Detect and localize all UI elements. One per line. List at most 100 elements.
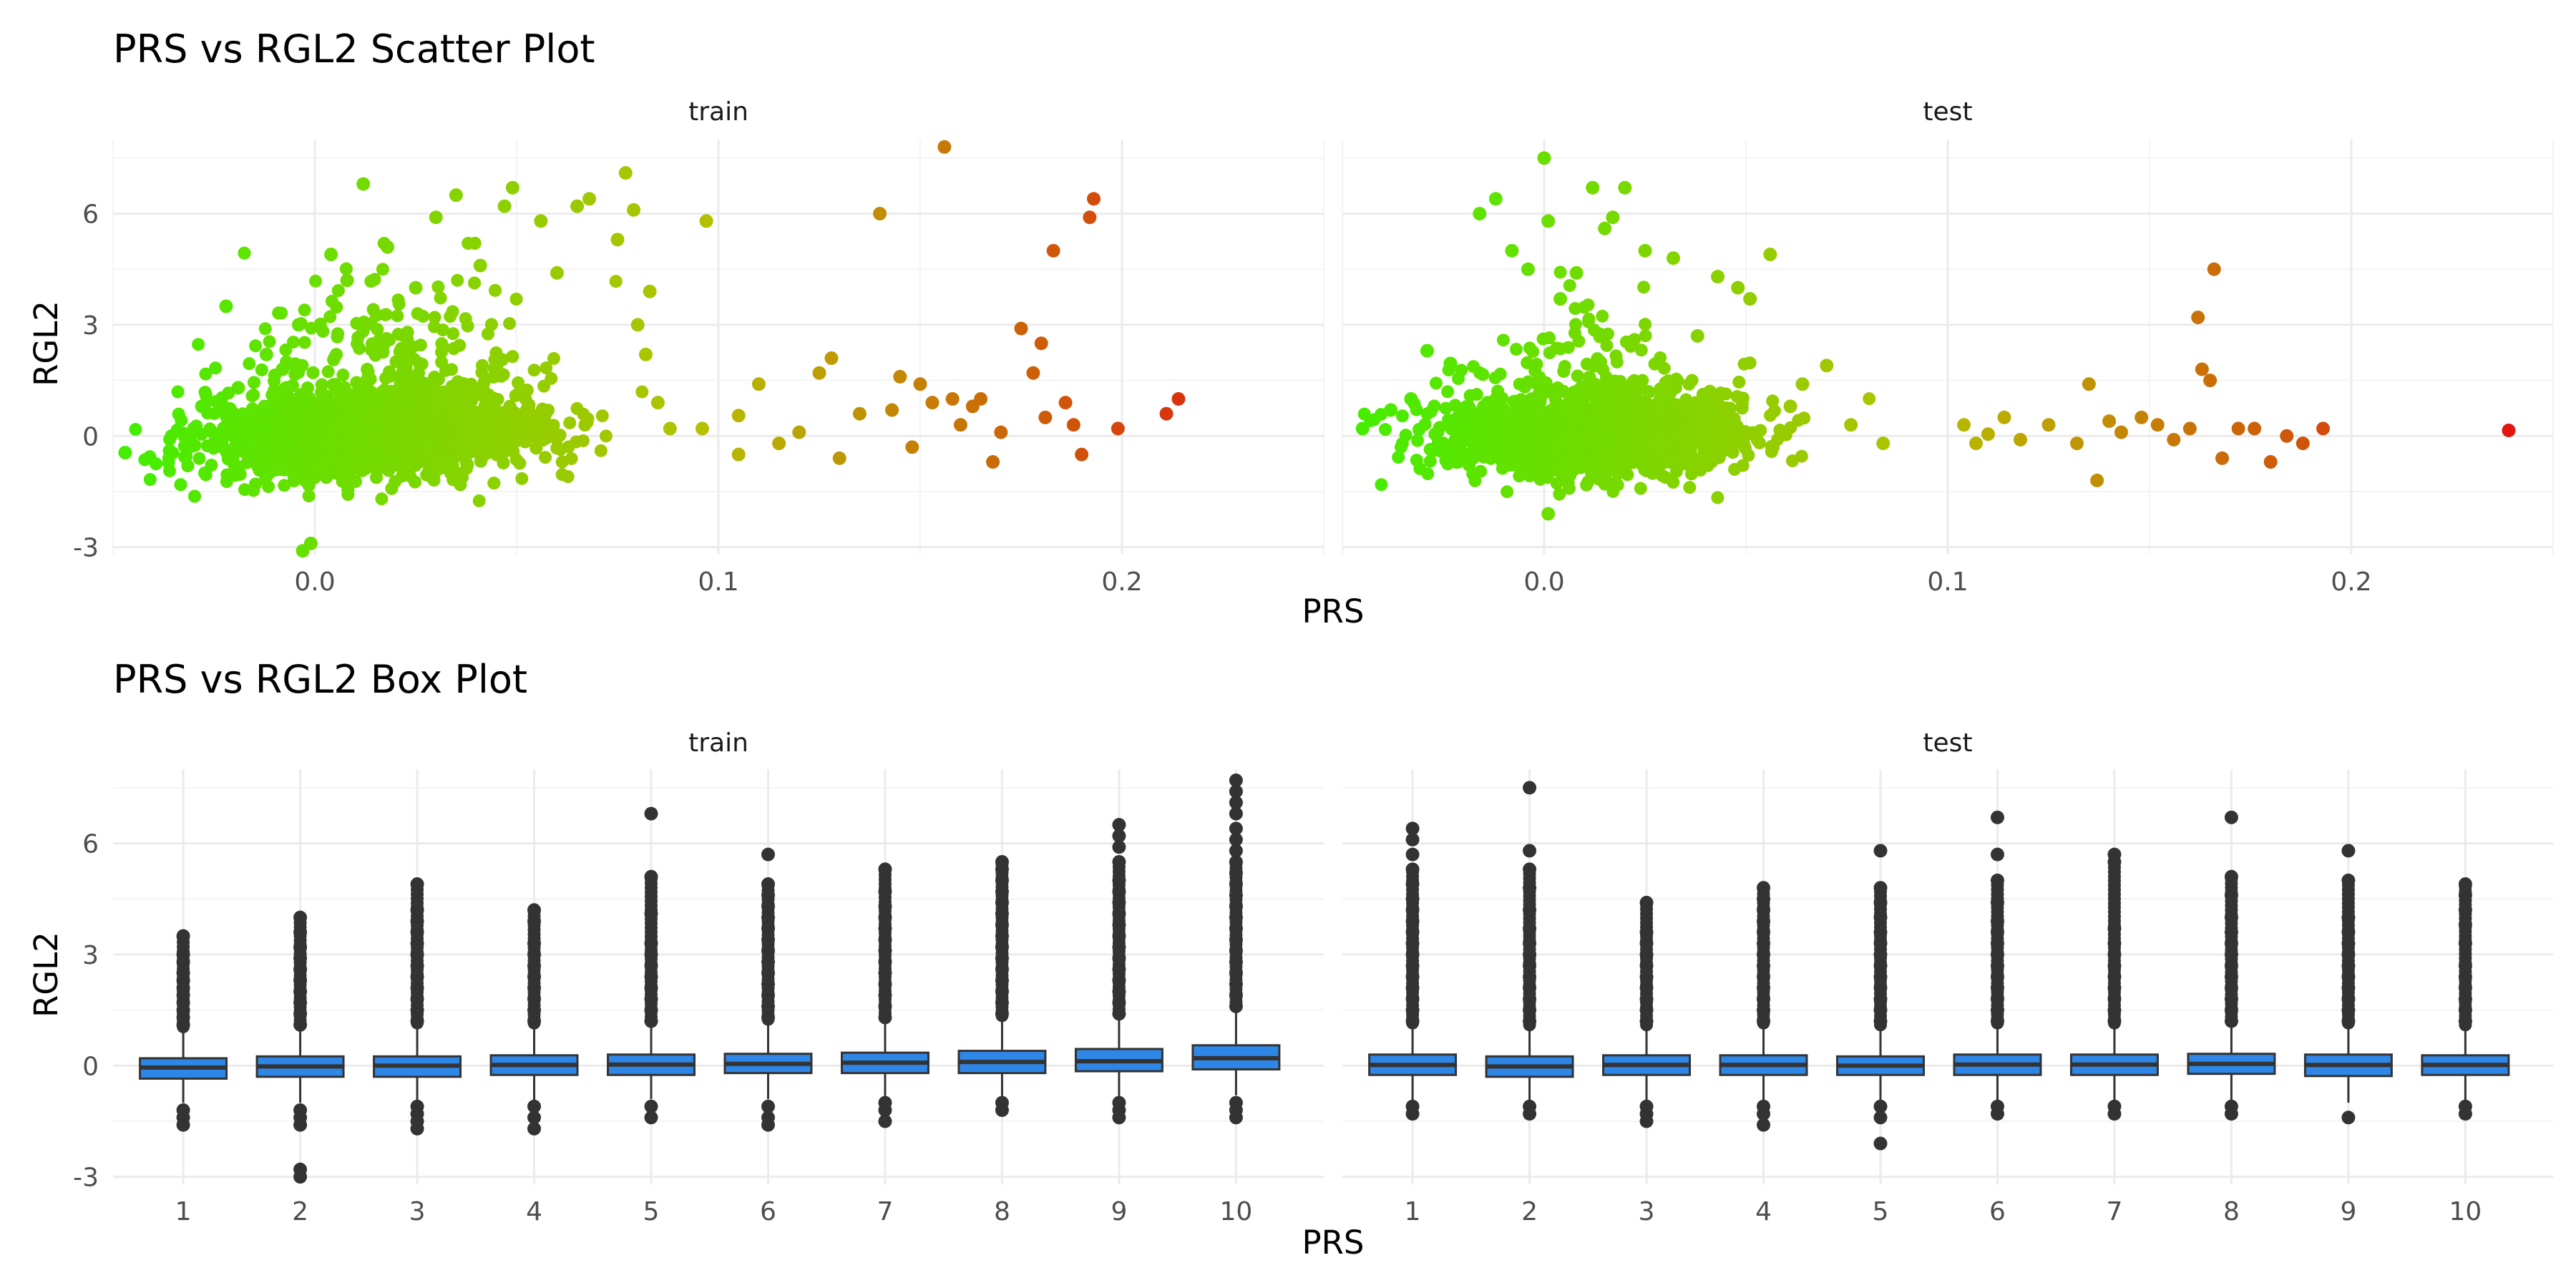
scatter-point — [534, 214, 548, 228]
scatter-point — [415, 401, 429, 414]
scatter-point — [1561, 341, 1575, 354]
outlier-point — [411, 879, 424, 892]
scatter-point — [1521, 376, 1534, 390]
outlier-point — [878, 1114, 892, 1128]
scatter-point — [390, 401, 404, 414]
scatter-point — [2182, 421, 2197, 436]
scatter-point — [497, 199, 512, 213]
scatter-point — [188, 489, 202, 503]
scatter-point — [539, 451, 552, 464]
scatter-point — [414, 454, 427, 468]
scatter-point — [1509, 343, 1523, 356]
scatter-point — [423, 437, 436, 451]
scatter-point — [280, 455, 293, 469]
scatter-point — [547, 351, 560, 365]
scatter-point — [372, 334, 386, 348]
scatter-point — [1763, 248, 1777, 262]
x-tick-label: 9 — [1111, 1197, 1127, 1226]
scatter-point — [1432, 435, 1445, 449]
scatter-point — [489, 283, 502, 297]
scatter-point — [307, 412, 321, 426]
scatter-point — [364, 317, 378, 331]
scatter-point — [348, 425, 362, 439]
scatter-point — [1820, 358, 1834, 373]
scatter-point — [1752, 436, 1766, 449]
scatter-point — [461, 319, 474, 333]
scatter-point — [463, 390, 477, 404]
scatter-point — [1690, 328, 1704, 343]
scatter-point — [321, 365, 335, 379]
scatter-point — [263, 335, 276, 348]
scatter-point — [1618, 384, 1631, 398]
scatter-point — [1441, 385, 1455, 399]
scatter-point — [463, 406, 477, 420]
scatter-point — [447, 342, 461, 356]
scatter-point — [1484, 452, 1498, 465]
scatter-point — [1559, 445, 1573, 459]
scatter-point — [772, 436, 786, 451]
y-tick-label: -3 — [73, 1163, 99, 1193]
x-tick-label: 8 — [994, 1197, 1010, 1226]
scatter-point — [505, 180, 519, 195]
scatter-point — [1594, 406, 1608, 419]
scatter-point — [540, 361, 553, 375]
scatter-point — [522, 398, 536, 411]
scatter-point — [2502, 424, 2516, 438]
scatter-point — [436, 340, 450, 353]
scatter-point — [1613, 419, 1626, 433]
scatter-point — [1083, 210, 1097, 225]
scatter-point — [385, 482, 399, 495]
scatter-point — [2248, 421, 2262, 436]
scatter-point — [401, 326, 414, 339]
scatter-point — [582, 192, 597, 206]
scatter-point — [444, 310, 457, 323]
scatter-point — [1472, 424, 1485, 437]
scatter-point — [464, 436, 477, 450]
outlier-point — [644, 806, 658, 821]
scatter-point — [392, 297, 406, 311]
scatter-point — [208, 406, 221, 420]
scatter-point — [409, 386, 422, 400]
scatter-point — [150, 457, 163, 471]
scatter-point — [1598, 476, 1611, 489]
scatter-point — [317, 416, 331, 429]
scatter-point — [245, 434, 259, 448]
scatter-point — [301, 381, 314, 395]
scatter-point — [1087, 192, 1101, 206]
scatter-point — [599, 429, 613, 443]
scatter-point — [223, 402, 237, 416]
scatter-point — [192, 338, 205, 351]
y-tick-label: 3 — [82, 941, 99, 970]
scatter-point — [1648, 357, 1662, 371]
scatter-point — [731, 447, 746, 462]
scatter-point — [1404, 392, 1418, 406]
x-tick-label: 2 — [292, 1197, 308, 1226]
scatter-point — [2041, 418, 2056, 432]
scatter-point — [1968, 436, 1983, 451]
scatter-point — [473, 258, 487, 273]
scatter-point — [447, 463, 461, 477]
scatter-point — [2316, 421, 2331, 436]
scatter-point — [143, 473, 157, 487]
scatter-point — [409, 280, 423, 295]
scatter-point — [521, 409, 535, 423]
scatter-point — [429, 210, 443, 225]
scatter-point — [374, 402, 388, 416]
outlier-point — [527, 1121, 542, 1136]
scatter-point — [426, 472, 439, 485]
scatter-point — [336, 369, 350, 382]
scatter-point — [1034, 336, 1048, 351]
scatter-point — [1957, 418, 1971, 432]
scatter-point — [389, 438, 403, 452]
scatter-point — [1553, 265, 1567, 279]
scatter-point — [1572, 334, 1586, 348]
scatter-point — [296, 446, 309, 459]
scatter-point — [1420, 343, 1434, 358]
scatter-point — [2135, 410, 2149, 424]
scatter-point — [1423, 454, 1437, 468]
scatter-point — [356, 177, 371, 191]
scatter-point — [1596, 309, 1609, 323]
scatter-point — [487, 477, 501, 490]
scatter-point — [319, 429, 333, 443]
scatter-point — [1488, 192, 1503, 206]
